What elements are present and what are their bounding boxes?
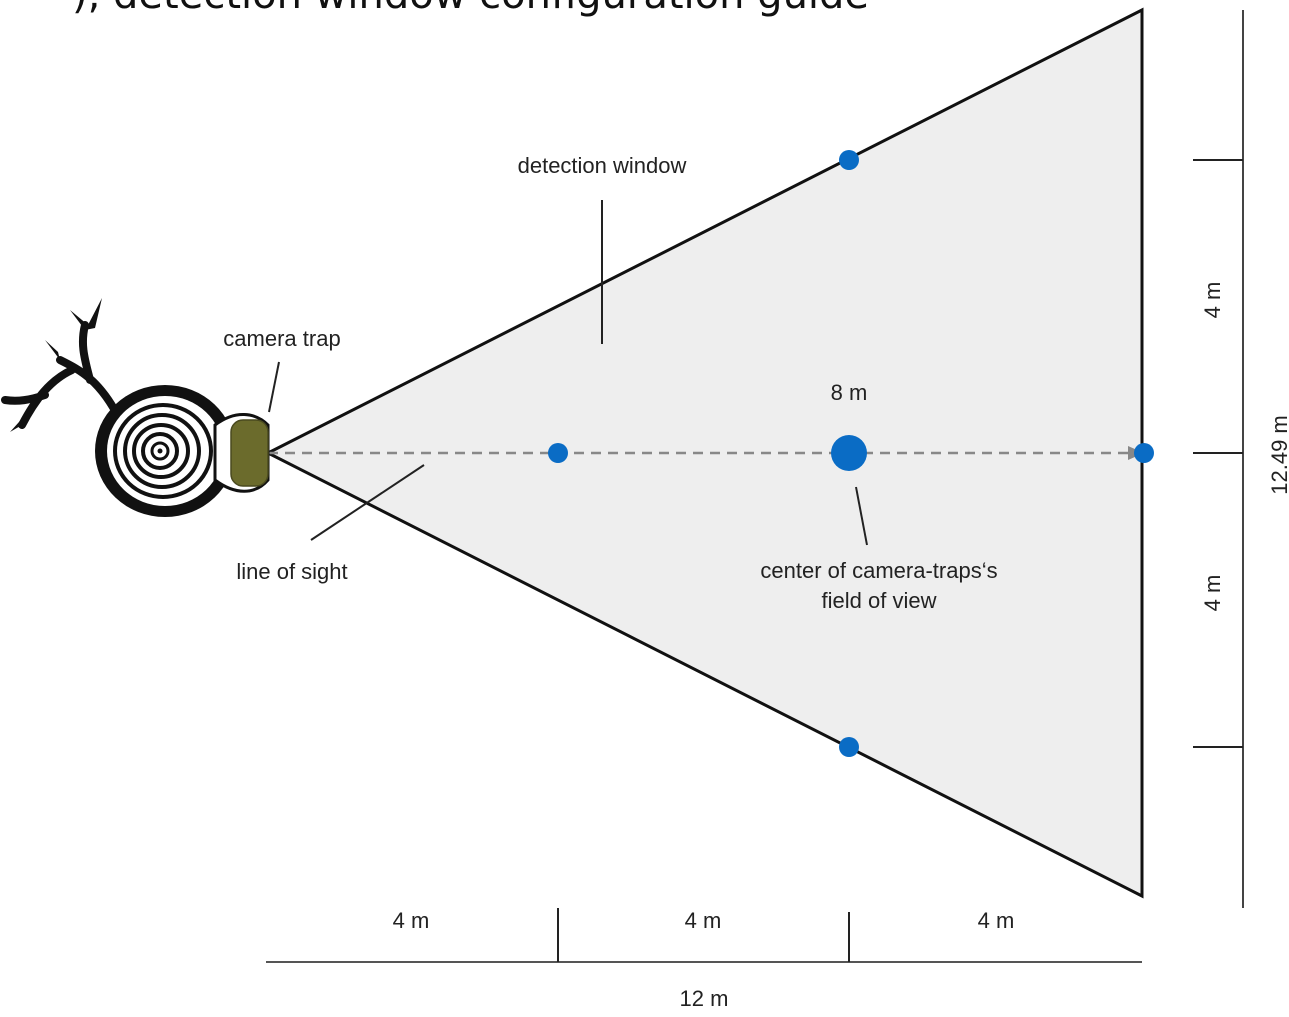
marker-center-field-of-view bbox=[831, 435, 867, 471]
right-total-label: 12.49 m bbox=[1267, 415, 1289, 495]
bottom-segment-1-label: 4 m bbox=[393, 908, 430, 933]
marker-4m bbox=[548, 443, 568, 463]
camera-trap-icon bbox=[213, 413, 270, 493]
right-segment-1-label: 4 m bbox=[1200, 282, 1225, 319]
line-of-sight-leader bbox=[310, 464, 425, 541]
center-distance-label: 8 m bbox=[831, 380, 868, 405]
marker-top-edge bbox=[839, 150, 859, 170]
marker-bottom-edge bbox=[839, 737, 859, 757]
bottom-segment-2-label: 4 m bbox=[685, 908, 722, 933]
camera-trap-leader bbox=[268, 361, 280, 413]
bottom-segment-3-label: 4 m bbox=[978, 908, 1015, 933]
right-segment-2-label: 4 m bbox=[1200, 575, 1225, 612]
camera-trap-label: camera trap bbox=[223, 326, 340, 351]
detection-window-area bbox=[264, 7, 1144, 899]
center-label-line1: center of camera-traps‘s bbox=[760, 558, 997, 583]
figure-caption-fragment: ), detection window configuration guide bbox=[72, 0, 869, 18]
center-leader bbox=[855, 486, 868, 546]
line-of-sight-label: line of sight bbox=[236, 559, 347, 584]
bottom-total-label: 12 m bbox=[680, 986, 729, 1011]
detection-window-label: detection window bbox=[518, 153, 687, 178]
center-label-line2: field of view bbox=[822, 588, 937, 613]
marker-far-end bbox=[1134, 443, 1154, 463]
tree-stump-icon bbox=[1, 298, 235, 517]
